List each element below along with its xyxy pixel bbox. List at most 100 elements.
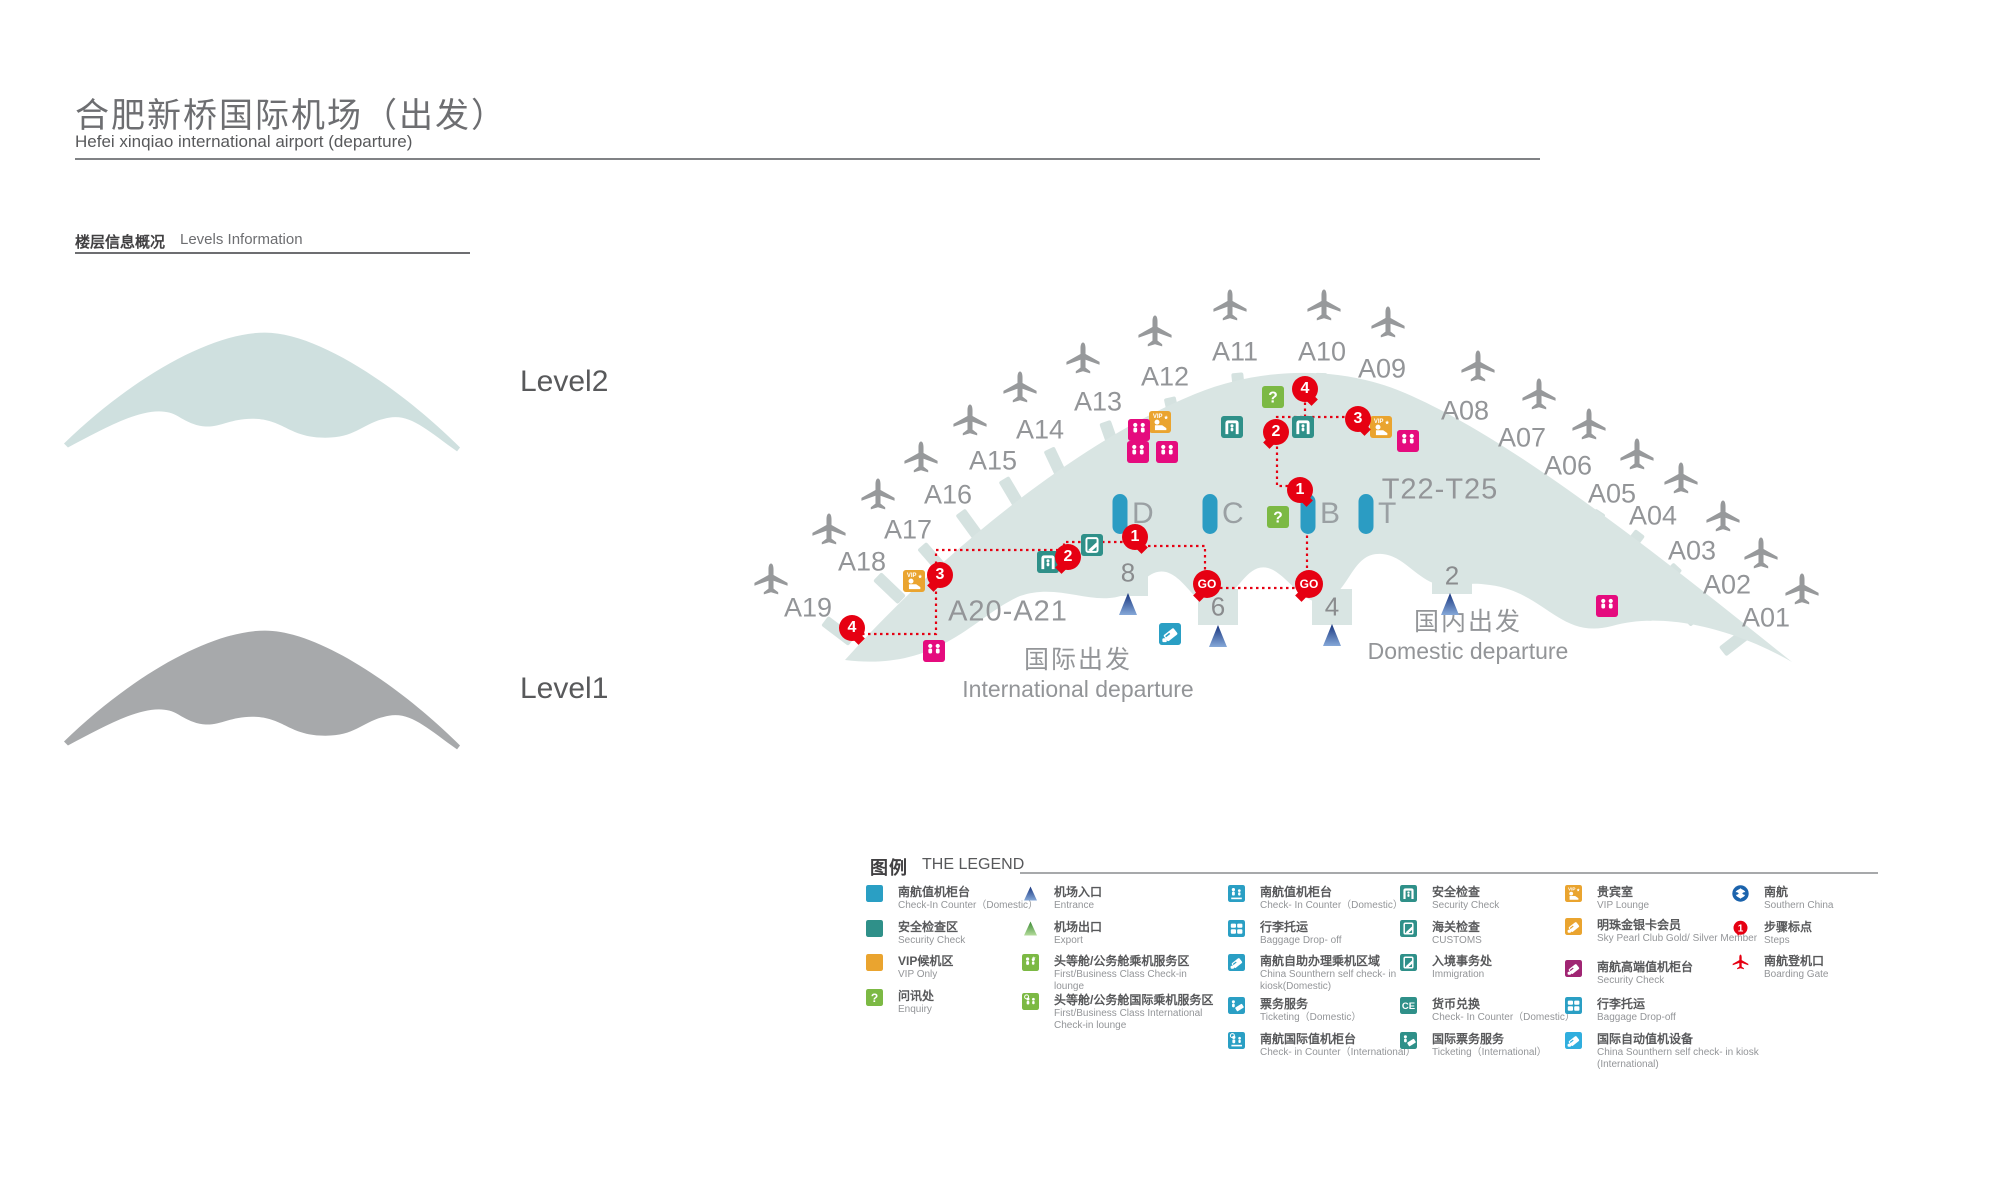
baggage-icon (1565, 997, 1582, 1014)
legend-item-zh: 南航自助办理乘机区域 (1260, 954, 1381, 968)
legend-item-en: Ticketing（International） (1432, 1047, 1547, 1058)
step-bubble-icon: 1 (1732, 920, 1749, 937)
legend-item-zh: 货币兑换 (1432, 997, 1481, 1011)
question-icon: ? (1262, 386, 1284, 408)
legend-item-en: Entrance (1054, 900, 1095, 911)
legend-item-en: Security Check (1432, 900, 1500, 911)
door-tab-4 (1312, 589, 1352, 625)
ticketing-icon (1228, 997, 1245, 1014)
gate-label-A07: A07 (1497, 422, 1547, 453)
legend-item-en: China Sounthern self check- in kiosk(Dom… (1260, 969, 1397, 992)
legend-item-zh: 南航登机口 (1764, 954, 1825, 968)
restroom-icon (1156, 441, 1178, 463)
legend-item-en: CUSTOMS (1432, 935, 1482, 946)
svg-text:CE: CE (1402, 1001, 1415, 1012)
ticketing-icon (1400, 1032, 1417, 1049)
plane-icon-A15 (952, 403, 988, 439)
gate-label-A13: A13 (1073, 386, 1123, 417)
legend-item-zh: 南航 (1764, 885, 1789, 899)
levels-rule (75, 252, 470, 254)
legend-item-en: VIP Only (898, 969, 938, 980)
step-marker-2: 2 (1263, 419, 1289, 449)
step-marker-3: 3 (927, 562, 953, 592)
vip-icon: VIP (1370, 416, 1392, 438)
zone-label-international: 国际出发 International departure (962, 646, 1194, 702)
plane-icon-A10 (1306, 288, 1342, 324)
terminal-outline (845, 372, 1792, 662)
legend-item-en: Baggage Drop-off (1597, 1012, 1676, 1023)
gate-label-A03: A03 (1667, 535, 1717, 566)
gate-label-A12: A12 (1140, 361, 1190, 392)
step-marker-1: 1 (1122, 524, 1148, 554)
plane-red-icon (1732, 954, 1749, 971)
door-number-6: 6 (1210, 591, 1226, 622)
gate-label-A16: A16 (923, 479, 973, 510)
gate-label-A01: A01 (1741, 602, 1791, 633)
door-number-2: 2 (1444, 560, 1460, 591)
go-marker: GO (1295, 570, 1323, 602)
svg-text:VIP: VIP (1374, 419, 1384, 425)
question-icon: ? (866, 989, 883, 1006)
gate-label-A09: A09 (1357, 353, 1407, 384)
legend-item-en: Check- in Counter（International） (1260, 1047, 1416, 1058)
legend-item-zh: 南航高端值机柜台 (1597, 960, 1694, 974)
plane-icon-A19 (753, 562, 789, 598)
vip-icon: VIP (1149, 411, 1171, 433)
kiosk-icon (1565, 1032, 1582, 1049)
legend-item-zh: 国际自动值机设备 (1597, 1032, 1694, 1046)
gate-label-A19: A19 (783, 592, 833, 623)
gate-label-A08: A08 (1440, 395, 1490, 426)
security-icon (1292, 416, 1314, 438)
levels-heading-en: Levels Information (180, 231, 303, 248)
page-title: 合肥新桥国际机场（出发） (75, 97, 507, 135)
restroom-icon (1596, 595, 1618, 617)
plane-icon-A02 (1743, 536, 1779, 572)
swatch-icon (866, 954, 883, 971)
step-marker-1: 1 (1287, 477, 1313, 507)
legend-item-zh: 机场出口 (1054, 920, 1103, 934)
island-letter-D: D (1132, 497, 1154, 530)
checkin-island-C (1202, 494, 1218, 534)
title-rule (75, 158, 1540, 160)
level2-shape (63, 332, 461, 452)
plane-icon-A11 (1212, 288, 1248, 324)
customs-icon (1400, 920, 1417, 937)
lounge-icon (1022, 954, 1039, 971)
island-letter-C: C (1222, 497, 1244, 530)
legend-item-zh: 行李托运 (1260, 920, 1309, 934)
svg-text:?: ? (1273, 510, 1282, 527)
legend-item-en: Security Check (1597, 975, 1665, 986)
legend-item-zh: 步骤标点 (1764, 920, 1813, 934)
security-icon (1037, 551, 1059, 573)
level1-label: Level1 (520, 672, 609, 705)
legend-item-en: Boarding Gate (1764, 969, 1829, 980)
door-number-4: 4 (1324, 591, 1340, 622)
svg-text:?: ? (1268, 390, 1277, 407)
legend-rule (1020, 872, 1878, 874)
go-marker: GO (1193, 570, 1221, 602)
page-subtitle: Hefei xinqiao international airport (dep… (75, 132, 413, 151)
gate-label-A06: A06 (1543, 450, 1593, 481)
entrance-arrow-door-8 (1118, 592, 1138, 616)
gate-label-A05: A05 (1587, 478, 1637, 509)
legend-item-en: First/Business Class Check-in lounge (1054, 969, 1187, 992)
svg-text:1: 1 (1738, 923, 1744, 934)
plane-icon-A08 (1460, 349, 1496, 385)
swatch-icon (866, 920, 883, 937)
tri-entrance-icon (1022, 885, 1039, 902)
legend-item-zh: 南航值机柜台 (898, 885, 971, 899)
gate-label-A04: A04 (1628, 500, 1678, 531)
card-icon (1565, 960, 1582, 977)
legend-item-zh: 入境事务处 (1432, 954, 1493, 968)
card-icon (1565, 918, 1582, 935)
door-number-8: 8 (1120, 557, 1136, 588)
tri-export-icon (1022, 920, 1039, 937)
svg-text:VIP: VIP (1568, 887, 1575, 892)
legend-item-en: Enquiry (898, 1004, 932, 1015)
area-label-A20-A21: A20-A21 (948, 595, 1068, 628)
step-marker-4: 4 (839, 615, 865, 645)
plane-icon-A16 (903, 440, 939, 476)
legend-item-zh: 明珠金银卡会员 (1597, 918, 1682, 932)
gate-label-A17: A17 (883, 514, 933, 545)
swatch-icon (866, 885, 883, 902)
